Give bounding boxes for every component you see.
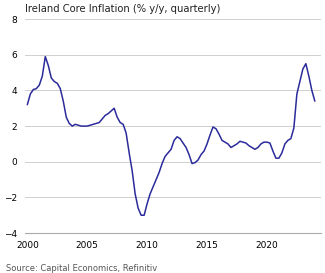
Text: Source: Capital Economics, Refinitiv: Source: Capital Economics, Refinitiv (6, 264, 158, 273)
Text: Ireland Core Inflation (% y/y, quarterly): Ireland Core Inflation (% y/y, quarterly… (25, 4, 220, 14)
